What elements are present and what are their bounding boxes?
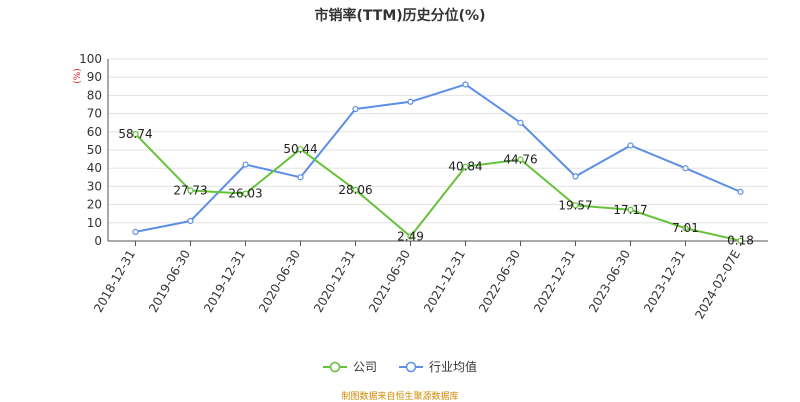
x-tick-label: 2020-12-31	[311, 248, 358, 315]
x-tick-label: 2019-12-31	[201, 248, 248, 315]
data-point	[242, 190, 249, 197]
y-tick-label: 40	[87, 161, 102, 175]
data-point	[407, 233, 414, 240]
y-tick-label: 0	[94, 234, 102, 248]
data-point	[407, 98, 414, 105]
x-tick-label: 2022-12-31	[531, 248, 578, 315]
x-tick-label: 2019-06-30	[146, 248, 193, 315]
data-point	[517, 119, 524, 126]
data-label: 40.84	[448, 160, 482, 174]
series-line-0	[134, 133, 741, 242]
data-label: 44.76	[503, 153, 537, 167]
data-point	[352, 186, 359, 194]
data-label: 0.18	[727, 234, 754, 248]
y-tick-label: 30	[87, 179, 102, 193]
data-label: 2.49	[397, 229, 424, 243]
data-label: 26.03	[228, 187, 262, 201]
data-point	[462, 81, 469, 88]
y-tick-label: 10	[87, 216, 102, 230]
x-tick-label: 2021-12-31	[421, 248, 468, 315]
data-point	[517, 156, 524, 163]
y-tick-label: 20	[87, 198, 102, 212]
y-tick-label: 60	[87, 125, 102, 139]
data-point	[352, 105, 359, 113]
legend-item-company[interactable]: 公司	[322, 358, 377, 375]
y-axis-label: (%)	[73, 68, 83, 84]
data-label: 19.57	[558, 198, 592, 212]
legend-marker-industry	[399, 361, 423, 372]
y-tick-label: 90	[87, 70, 102, 84]
y-tick-label: 100	[79, 52, 102, 66]
y-tick-label: 80	[87, 88, 102, 102]
x-tick-label: 2022-06-30	[476, 248, 523, 315]
series-line-1	[135, 83, 741, 233]
data-point	[242, 161, 249, 168]
data-label: 27.73	[173, 184, 207, 198]
x-tick-label: 2021-06-30	[366, 248, 413, 315]
data-point	[572, 173, 579, 180]
data-point	[187, 187, 194, 194]
data-label: 17.17	[613, 203, 647, 217]
data-label: 7.01	[672, 221, 699, 235]
data-source-note: 制图数据来自恒生聚源数据库	[341, 392, 459, 402]
y-tick-label: 70	[87, 107, 102, 121]
data-label: 28.06	[338, 183, 372, 197]
data-point	[187, 217, 194, 225]
data-point	[627, 206, 634, 213]
data-point	[132, 130, 139, 138]
legend-label-industry: 行业均值	[429, 360, 478, 374]
data-label: 58.74	[118, 127, 152, 141]
data-point	[682, 225, 689, 232]
data-point	[682, 165, 689, 172]
data-point	[737, 188, 744, 195]
data-point	[297, 174, 304, 181]
x-tick-label: 2020-06-30	[256, 248, 303, 315]
data-point	[297, 146, 304, 153]
x-tick-label: 2023-06-30	[586, 248, 633, 315]
legend-item-industry[interactable]: 行业均值	[399, 358, 477, 375]
chart-title: 市销率(TTM)历史分位(%)	[314, 8, 486, 24]
legend-marker-company	[322, 361, 347, 372]
data-point	[627, 142, 634, 149]
y-tick-label: 50	[87, 143, 102, 157]
x-tick-label: 2024-02-07E	[692, 248, 743, 322]
data-point	[572, 202, 579, 209]
data-point	[462, 163, 469, 170]
data-point	[132, 228, 139, 235]
legend: 公司 行业均值	[0, 358, 800, 375]
data-point	[737, 237, 744, 244]
x-tick-label: 2023-12-31	[641, 248, 688, 315]
x-tick-label: 2018-12-31	[91, 248, 138, 315]
data-label: 50.44	[283, 142, 317, 156]
legend-label-company: 公司	[352, 360, 377, 374]
